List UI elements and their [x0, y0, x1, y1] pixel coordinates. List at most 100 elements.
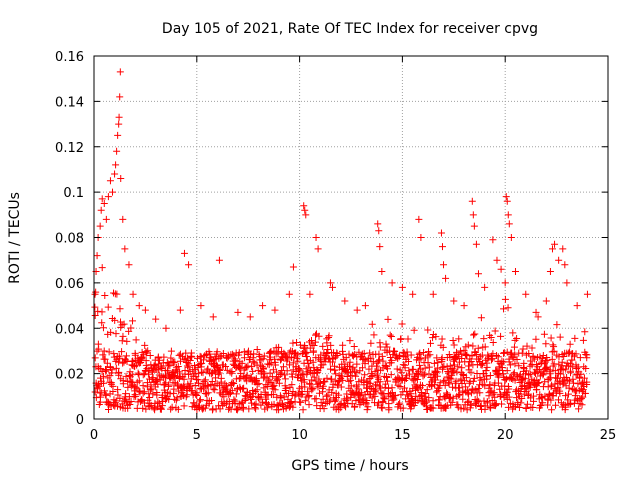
data-point	[505, 393, 513, 401]
data-point	[100, 347, 108, 355]
data-point	[220, 393, 228, 401]
data-point	[374, 220, 382, 228]
data-point	[505, 385, 513, 393]
data-point	[464, 341, 472, 349]
data-point	[216, 405, 224, 413]
data-point	[212, 355, 220, 363]
data-point	[247, 373, 255, 381]
data-point	[232, 357, 240, 365]
data-point	[207, 381, 215, 389]
data-point	[483, 359, 491, 367]
data-point	[529, 404, 537, 412]
data-point	[571, 334, 579, 342]
data-point	[139, 382, 147, 390]
data-point	[106, 400, 114, 408]
data-point	[273, 393, 281, 401]
data-point	[361, 302, 369, 310]
data-point	[525, 349, 533, 357]
data-point	[103, 359, 111, 367]
data-point	[530, 392, 538, 400]
data-point	[275, 379, 283, 387]
data-point	[104, 193, 112, 201]
data-point	[105, 348, 113, 356]
data-point	[116, 305, 124, 313]
data-point	[511, 360, 519, 368]
data-point	[339, 376, 347, 384]
data-point	[501, 279, 509, 287]
data-point	[249, 367, 257, 375]
data-point	[91, 290, 99, 298]
data-point	[515, 362, 523, 370]
data-point	[518, 349, 526, 357]
data-point	[470, 374, 478, 382]
data-point	[542, 364, 550, 372]
data-point	[429, 404, 437, 412]
data-point	[494, 353, 502, 361]
data-point	[507, 349, 515, 357]
data-point	[322, 399, 330, 407]
data-point	[442, 274, 450, 282]
data-point	[461, 350, 469, 358]
data-point	[357, 392, 365, 400]
data-point	[527, 357, 535, 365]
data-point	[523, 400, 531, 408]
data-point	[547, 396, 555, 404]
data-point	[149, 368, 157, 376]
data-point	[454, 363, 462, 371]
data-point	[426, 351, 434, 359]
data-point	[430, 359, 438, 367]
data-point	[449, 383, 457, 391]
data-point	[449, 337, 457, 345]
data-point	[581, 389, 589, 397]
data-point	[113, 147, 121, 155]
data-point	[99, 351, 107, 359]
data-point	[578, 395, 586, 403]
data-point	[99, 372, 107, 380]
data-point	[566, 340, 574, 348]
data-point	[257, 401, 265, 409]
data-point	[270, 382, 278, 390]
data-point	[583, 351, 591, 359]
data-point	[431, 376, 439, 384]
data-point	[175, 373, 183, 381]
data-point	[243, 371, 251, 379]
data-point	[377, 403, 385, 411]
data-point	[98, 195, 106, 203]
data-point	[271, 306, 279, 314]
data-point	[106, 177, 114, 185]
data-point	[520, 359, 528, 367]
data-point	[353, 360, 361, 368]
data-point	[565, 384, 573, 392]
data-point	[555, 256, 563, 264]
data-point	[353, 368, 361, 376]
data-point	[308, 386, 316, 394]
data-point	[234, 308, 242, 316]
data-point	[100, 199, 108, 207]
data-point	[399, 361, 407, 369]
y-tick-label: 0.1	[63, 186, 84, 201]
data-point	[455, 335, 463, 343]
data-point	[511, 268, 519, 276]
data-point	[486, 381, 494, 389]
data-point	[407, 351, 415, 359]
data-point	[307, 336, 315, 344]
data-point	[438, 335, 446, 343]
data-point	[533, 379, 541, 387]
data-point	[334, 381, 342, 389]
data-point	[379, 357, 387, 365]
data-point	[474, 384, 482, 392]
data-point	[309, 358, 317, 366]
data-point	[325, 333, 333, 341]
data-point	[417, 365, 425, 373]
data-point	[197, 302, 205, 310]
data-point	[230, 396, 238, 404]
data-point	[206, 350, 214, 358]
data-point	[397, 335, 405, 343]
data-point	[339, 347, 347, 355]
data-point	[433, 372, 441, 380]
data-point	[504, 211, 512, 219]
data-point	[378, 404, 386, 412]
data-point	[153, 389, 161, 397]
data-point	[122, 352, 130, 360]
data-point	[551, 240, 559, 248]
